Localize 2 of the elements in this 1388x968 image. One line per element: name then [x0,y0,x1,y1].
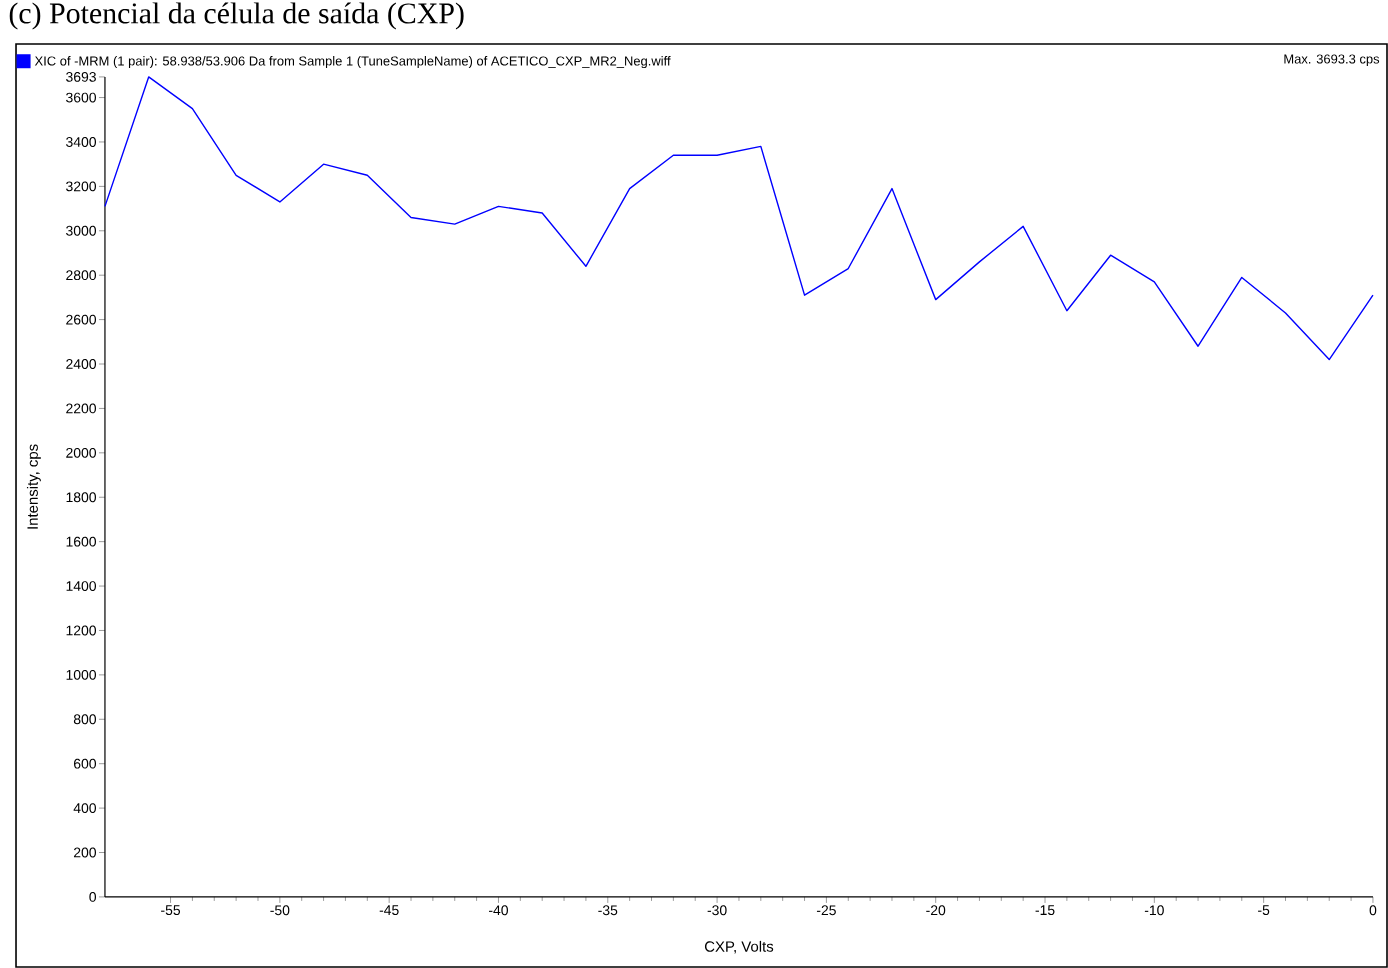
chart-title: (c) Potencial da célula de saída (CXP) [9,2,464,30]
line-series [104,76,1374,361]
